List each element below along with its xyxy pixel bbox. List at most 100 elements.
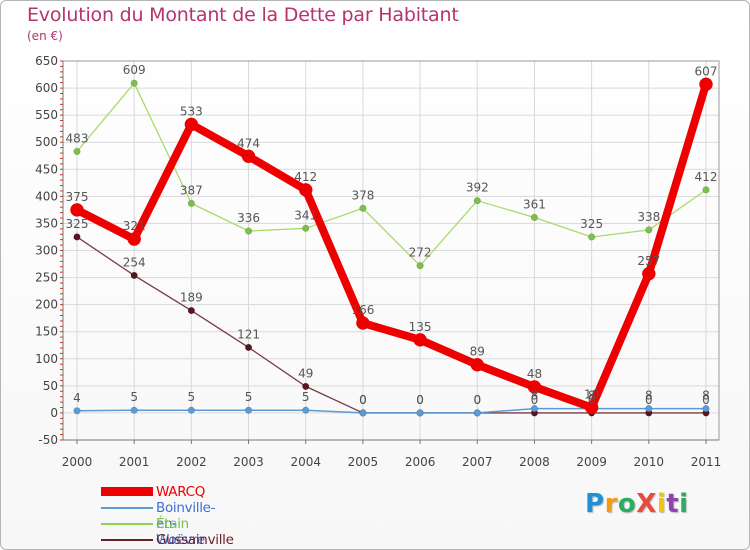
x-tick-label: 2010 <box>634 455 665 469</box>
data-label-etain: 483 <box>66 131 89 145</box>
legend-swatch-gussainville <box>101 539 153 541</box>
y-tick-label: 650 <box>35 54 58 68</box>
data-label-boinville: 5 <box>130 390 138 404</box>
data-point-warcq <box>184 117 199 132</box>
data-label-gussainville: 49 <box>298 366 313 380</box>
data-label-gussainville: 0 <box>588 393 596 407</box>
data-label-warcq: 10 <box>584 388 599 402</box>
y-tick-label: 400 <box>35 189 58 203</box>
data-point-boinville <box>187 406 195 414</box>
data-label-warcq: 474 <box>237 136 260 150</box>
data-label-warcq: 89 <box>470 345 485 359</box>
data-label-warcq: 135 <box>409 320 432 334</box>
data-point-boinville <box>302 406 310 414</box>
data-point-etain <box>702 186 710 194</box>
legend-swatch-warcq <box>101 487 153 496</box>
data-label-etain: 325 <box>580 217 603 231</box>
series-line-warcq <box>73 80 710 412</box>
data-label-gussainville: 325 <box>66 217 89 231</box>
data-point-boinville <box>530 405 539 413</box>
data-label-gussainville: 0 <box>416 393 424 407</box>
data-point-etain <box>244 227 253 235</box>
data-point-warcq <box>70 203 84 217</box>
data-point-gussainville <box>130 271 138 279</box>
data-point-warcq <box>470 357 485 372</box>
data-point-warcq <box>127 232 141 246</box>
series-line-gussainville <box>76 236 707 414</box>
data-point-warcq <box>584 400 599 415</box>
y-tick-label: 350 <box>35 216 58 230</box>
x-tick-label: 2002 <box>176 455 207 469</box>
legend-label-boinville: Boinville-en-Woëvre <box>156 500 216 548</box>
data-label-warcq: 48 <box>527 367 542 381</box>
x-tick-label: 2003 <box>233 455 264 469</box>
data-label-warcq: 257 <box>637 254 660 268</box>
data-label-warcq: 412 <box>294 170 317 184</box>
y-tick-label: 100 <box>35 352 58 366</box>
data-label-boinville: 0 <box>473 393 481 407</box>
data-label-gussainville: 189 <box>180 291 203 305</box>
chart-subtitle: (en €) <box>27 29 63 43</box>
data-point-gussainville <box>73 233 81 241</box>
x-tick-label: 2006 <box>405 455 436 469</box>
legend-label-warcq: WARCQ <box>156 484 206 500</box>
y-tick-label: 550 <box>35 108 58 122</box>
series-line-boinville <box>76 407 707 414</box>
data-label-etain: 272 <box>409 246 432 260</box>
data-label-warcq: 166 <box>351 303 374 317</box>
data-point-boinville <box>645 405 653 413</box>
data-point-etain <box>473 197 481 205</box>
x-tick-label: 2001 <box>119 455 150 469</box>
legend-label-etain: Étain <box>156 516 189 532</box>
chart-title: Evolution du Montant de la Dette par Hab… <box>27 4 459 26</box>
data-label-gussainville: 0 <box>645 393 653 407</box>
data-point-etain <box>359 204 367 212</box>
legend-swatch-etain <box>101 523 153 525</box>
logo-letter: r <box>604 489 618 519</box>
logo-letter: i <box>679 489 689 519</box>
y-tick-label: 50 <box>43 379 58 393</box>
data-label-gussainville: 121 <box>237 327 260 341</box>
data-point-warcq <box>527 380 542 394</box>
data-point-boinville <box>702 405 710 413</box>
data-point-etain <box>530 213 539 222</box>
data-label-warcq: 321 <box>123 219 146 233</box>
x-tick-label: 2007 <box>462 455 493 469</box>
x-tick-label: 2005 <box>348 455 379 469</box>
data-point-gussainville <box>187 307 195 315</box>
legend-swatch-boinville <box>101 507 153 509</box>
data-label-etain: 338 <box>637 210 660 224</box>
data-point-warcq <box>642 267 656 281</box>
x-tick-label: 2004 <box>290 455 321 469</box>
data-point-etain <box>588 233 596 241</box>
data-label-gussainville: 0 <box>359 393 367 407</box>
data-label-etain: 341 <box>294 208 317 222</box>
y-tick-label: 600 <box>35 81 58 95</box>
data-point-etain <box>73 147 81 155</box>
data-point-boinville <box>244 406 253 414</box>
data-label-boinville: 0 <box>359 393 367 407</box>
x-tick-label: 2000 <box>62 455 93 469</box>
data-label-boinville: 0 <box>416 393 424 407</box>
data-point-boinville <box>416 409 424 417</box>
data-label-boinville: 5 <box>302 390 310 404</box>
x-tick-label: 2011 <box>691 455 722 469</box>
data-label-gussainville: 0 <box>702 393 710 407</box>
data-label-etain: 609 <box>123 63 146 77</box>
y-tick-label: 500 <box>35 135 58 149</box>
data-point-etain <box>187 199 195 207</box>
x-tick-label: 2008 <box>519 455 550 469</box>
data-point-boinville <box>130 406 138 414</box>
logo-letter: o <box>617 489 637 519</box>
data-point-warcq <box>413 333 427 347</box>
data-point-warcq <box>699 77 713 92</box>
data-label-warcq: 533 <box>180 104 203 118</box>
data-point-etain <box>416 262 424 270</box>
data-label-warcq: 375 <box>66 190 89 204</box>
logo-letter: X <box>636 489 657 519</box>
series-line-etain <box>76 82 707 267</box>
data-label-boinville: 8 <box>702 389 710 403</box>
data-label-etain: 412 <box>695 170 718 184</box>
data-point-warcq <box>356 316 370 330</box>
